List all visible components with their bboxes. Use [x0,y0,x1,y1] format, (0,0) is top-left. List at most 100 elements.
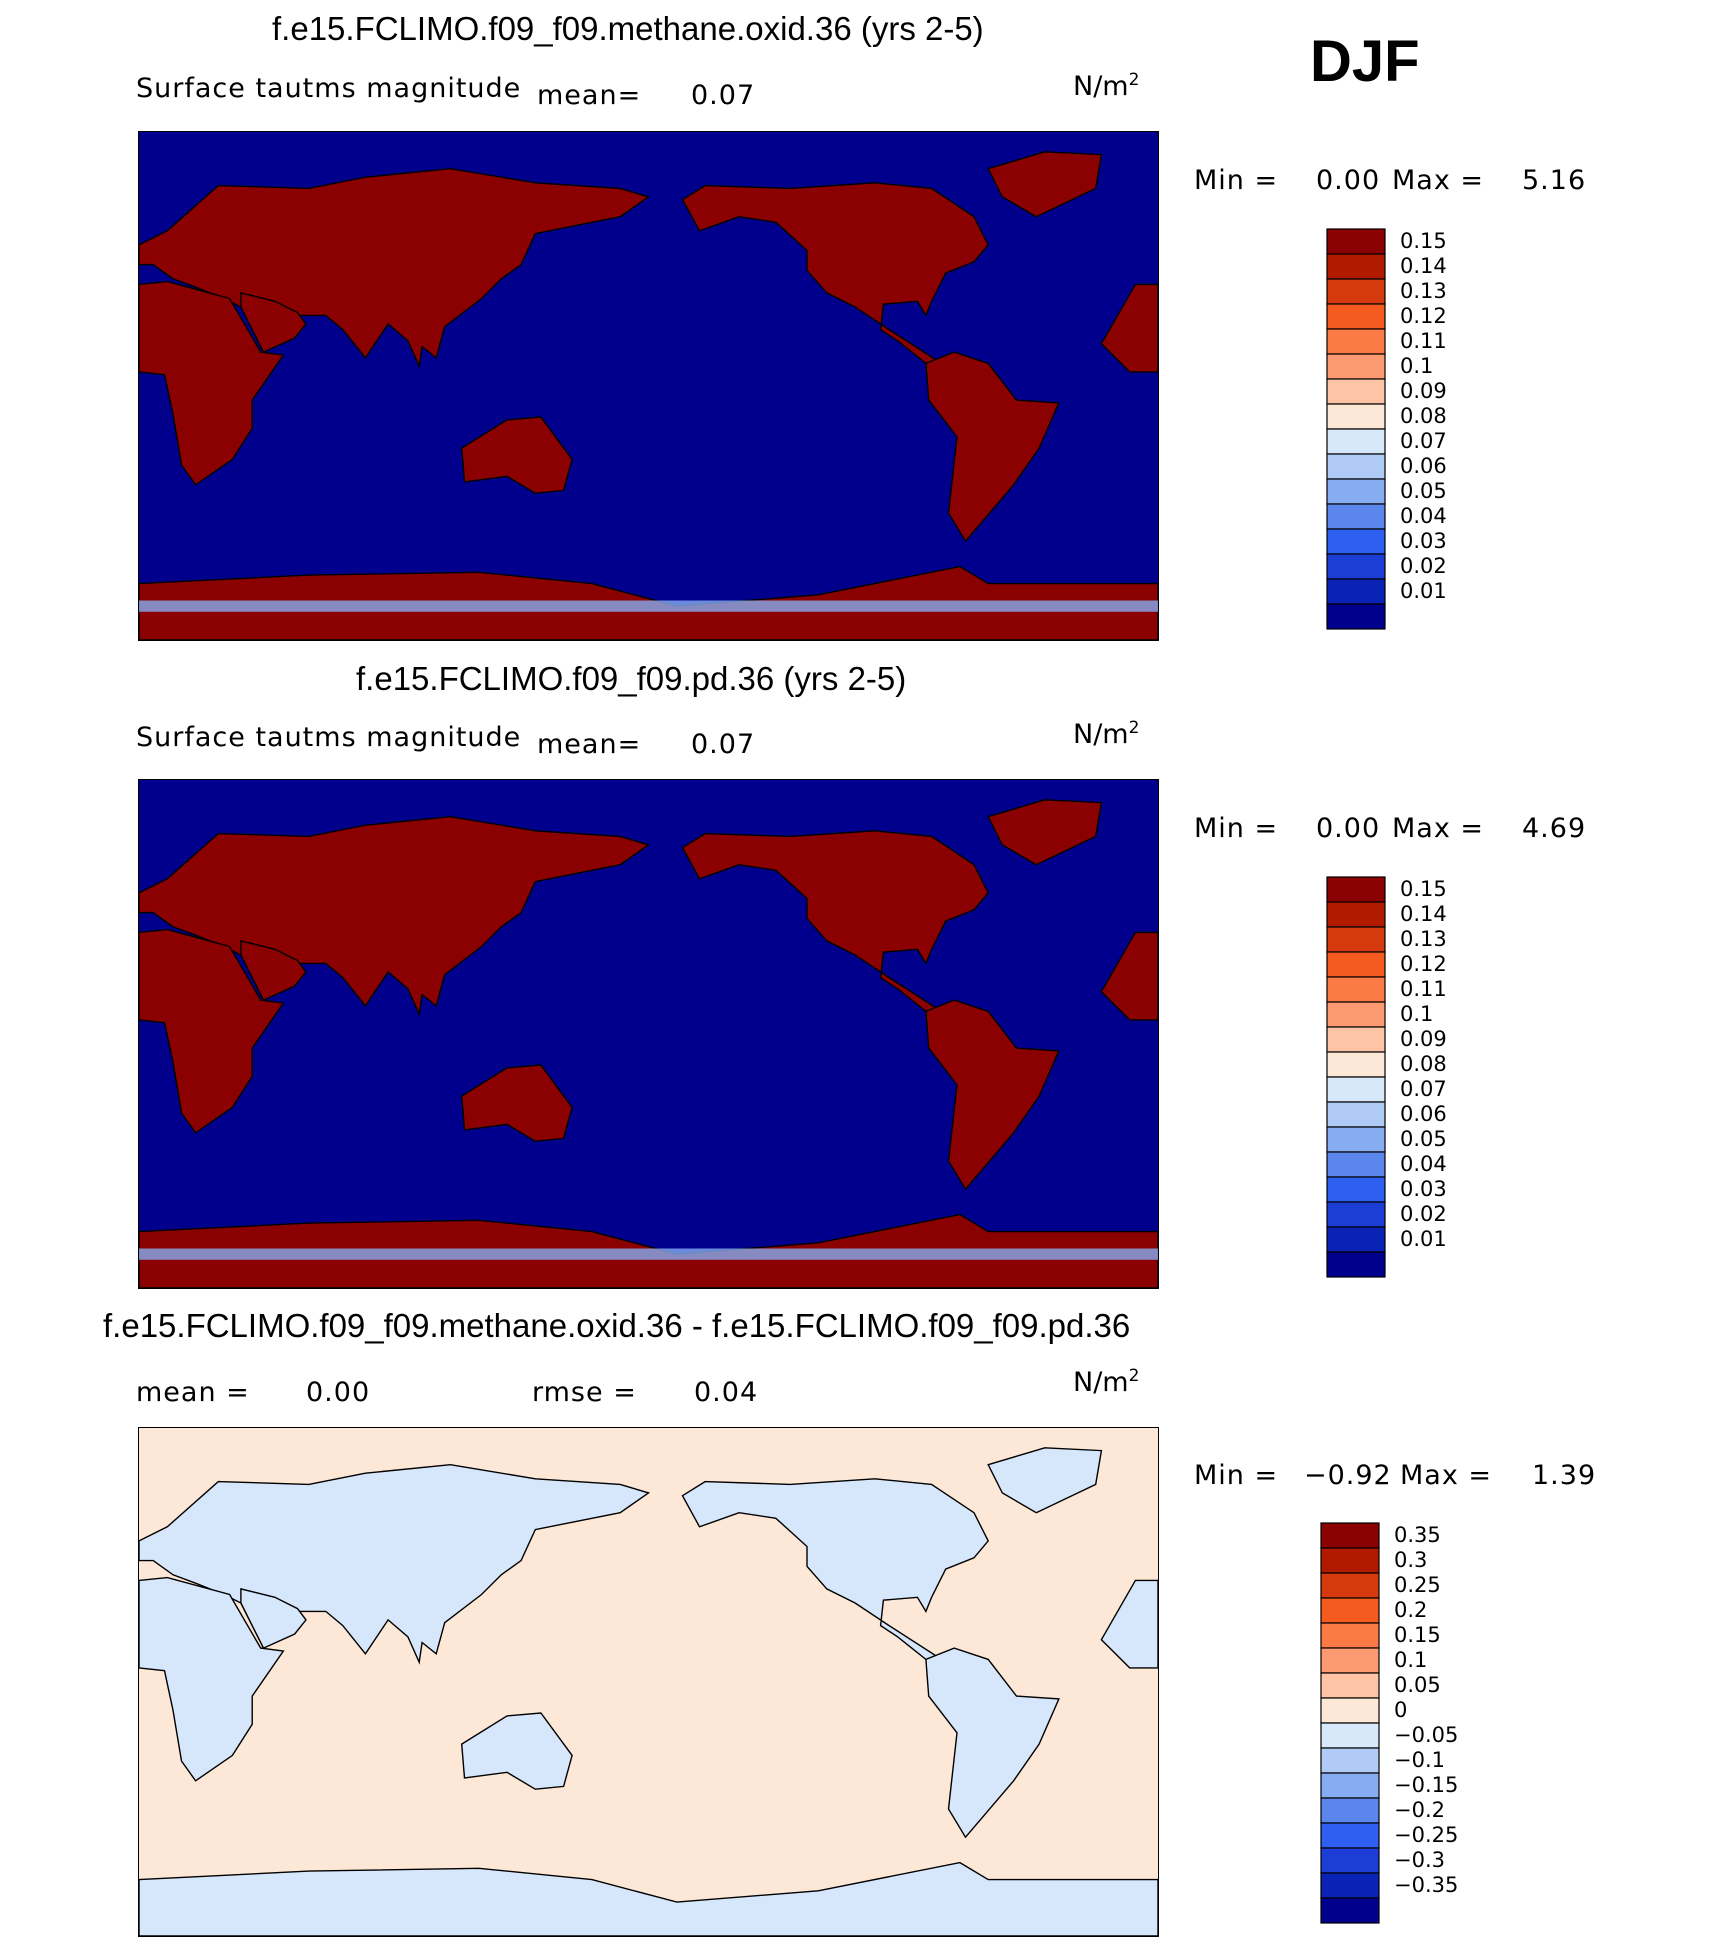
panel-1-units: N/m2 [1073,70,1140,102]
panel-2-map [138,779,1159,1289]
colorbar-tick-label: 0.25 [1394,1573,1441,1597]
panel-3-mean-value: 0.00 [306,1377,371,1408]
panel-3-map [138,1427,1159,1937]
colorbar-tick-label: −0.05 [1394,1723,1459,1747]
colorbar-tick-label: 0.09 [1400,379,1447,403]
colorbar-tick-label: 0.12 [1400,304,1447,328]
colorbar-tick-label: 0.05 [1400,479,1447,503]
panel-2-colorbar: 0.15 0.14 0.13 0.12 0.11 0.1 0.09 0.08 0.07 0.06 0… [1326,876,1447,1283]
colorbar-tick-label: 0.15 [1394,1623,1441,1647]
panel-2-max-label: Max = [1392,813,1485,844]
colorbar-tick-label: 0.1 [1400,1002,1434,1026]
panel-2-map-svg [139,780,1158,1288]
land-africa [139,280,285,486]
colorbar-swatch [1320,1772,1380,1799]
panel-2-mean-value: 0.07 [691,729,756,760]
panel-3-max-label: Max = [1400,1460,1493,1491]
panel-2-min-value: 0.00 [1316,813,1381,844]
panel-3-rmse-label: rmse = [532,1377,637,1408]
colorbar-tick-label: −0.35 [1394,1873,1459,1897]
colorbar-swatch [1320,1872,1380,1899]
colorbar-swatch [1326,1076,1386,1103]
colorbar-tick-label: 0.1 [1400,354,1434,378]
colorbar-swatch [1326,901,1386,928]
colorbar-swatch [1326,603,1386,630]
panel-1-max-label: Max = [1392,165,1485,196]
colorbar-swatch [1326,278,1386,305]
colorbar-swatch [1320,1597,1380,1624]
colorbar-swatch [1326,1176,1386,1203]
colorbar-tick-label: 0.08 [1400,1052,1447,1076]
colorbar-tick-label: 0.05 [1400,1127,1447,1151]
colorbar-swatch [1326,976,1386,1003]
colorbar-swatch [1326,303,1386,330]
colorbar-swatch [1326,926,1386,953]
land-africa [139,1576,285,1782]
panel-1-mean-value: 0.07 [691,80,756,111]
panel-2-units: N/m2 [1073,718,1140,750]
panel-1-min-value: 0.00 [1316,165,1381,196]
colorbar-swatch [1326,1251,1386,1278]
colorbar-tick-label: 0 [1394,1698,1408,1722]
land-arabia [240,940,307,1002]
colorbar-swatch [1326,1151,1386,1178]
antarctic-band [139,600,1158,612]
colorbar-tick-label: 0.01 [1400,579,1447,603]
land-greenland [987,151,1103,218]
colorbar-tick-label: 0.11 [1400,977,1447,1001]
panel-2-max-value: 4.69 [1522,813,1587,844]
panel-3-colorbar: 0.35 0.3 0.25 0.2 0.15 0.1 0.05 0 −0.05 −0.1 −0.15… [1320,1522,1458,1929]
land-australia [460,416,573,494]
land-namerica [681,182,990,365]
colorbar-swatch [1326,403,1386,430]
panel-3-title: f.e15.FCLIMO.f09_f09.methane.oxid.36 - f… [103,1307,1131,1344]
panel-1-min-label: Min = [1194,165,1279,196]
colorbar-swatch [1320,1672,1380,1699]
colorbar-swatch [1326,1101,1386,1128]
panel-1-mean-label: mean= [537,80,642,111]
panel-3-min-value: −0.92 [1304,1460,1392,1491]
colorbar-svg [1326,228,1386,630]
land-samerica [925,1647,1060,1839]
colorbar-swatch [1326,1001,1386,1028]
colorbar-swatch [1326,578,1386,605]
land-africa_w [1100,1579,1158,1669]
panel-1-map-svg [139,132,1158,640]
colorbar-swatch [1326,1201,1386,1228]
panel-1-title: f.e15.FCLIMO.f09_f09.methane.oxid.36 (yr… [272,10,984,47]
colorbar-tick-label: 0.14 [1400,902,1447,926]
land-africa_w [1100,283,1158,373]
colorbar-tick-label: 0.04 [1400,1152,1447,1176]
colorbar-svg [1320,1522,1380,1924]
colorbar-tick-label: 0.02 [1400,1202,1447,1226]
land-greenland [987,799,1103,866]
panel-2-min-label: Min = [1194,813,1279,844]
colorbar-swatch [1320,1697,1380,1724]
colorbar-tick-label: −0.3 [1394,1848,1445,1872]
colorbar-swatch [1326,1126,1386,1153]
panel-2-mean-label: mean= [537,729,642,760]
land-australia [460,1712,573,1790]
colorbar-swatch [1326,1226,1386,1253]
colorbar-tick-label: 0.13 [1400,279,1447,303]
colorbar-swatch [1320,1797,1380,1824]
colorbar-swatch [1320,1747,1380,1774]
colorbar-swatch [1326,1051,1386,1078]
colorbar-swatch [1326,951,1386,978]
panel-1-max-value: 5.16 [1522,165,1587,196]
colorbar-swatch [1320,1822,1380,1849]
colorbar-tick-label: 0.05 [1394,1673,1441,1697]
land-namerica [681,1478,990,1661]
colorbar-swatch [1320,1622,1380,1649]
colorbar-tick-label: 0.14 [1400,254,1447,278]
colorbar-swatch [1320,1547,1380,1574]
colorbar-tick-label: −0.25 [1394,1823,1459,1847]
panel-3-min-label: Min = [1194,1460,1279,1491]
colorbar-swatch [1320,1522,1380,1549]
panel-1-variable: Surface tautms magnitude [136,73,522,104]
panel-1-map [138,131,1159,641]
land-arabia [240,292,307,354]
colorbar-swatch [1320,1572,1380,1599]
panel-3-max-value: 1.39 [1532,1460,1597,1491]
colorbar-swatch [1326,453,1386,480]
